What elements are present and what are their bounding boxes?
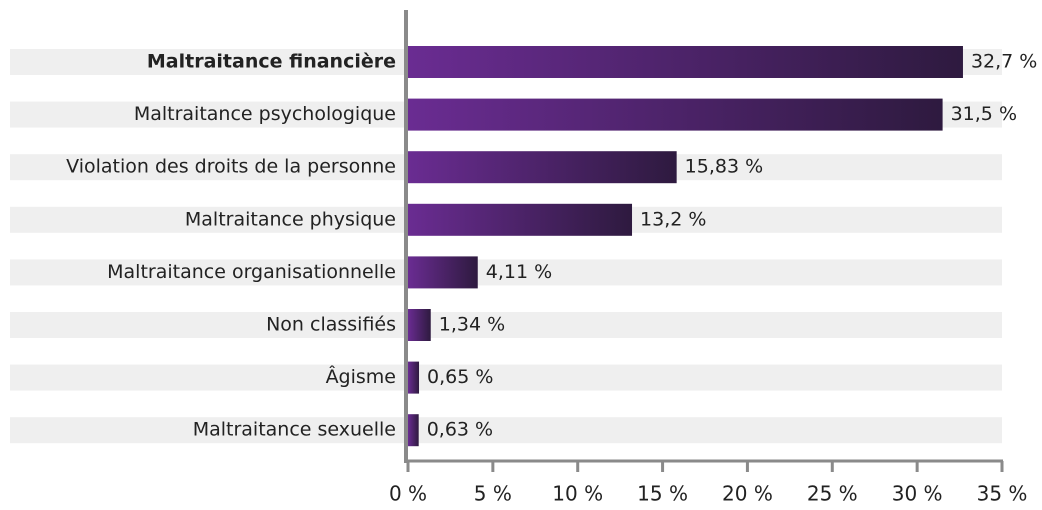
x-tick-label: 10 % <box>552 482 603 506</box>
value-label: 32,7 % <box>971 51 1037 73</box>
category-label: Âgisme <box>326 365 396 388</box>
row-stripe <box>10 312 1002 338</box>
x-tick-label: 20 % <box>722 482 773 506</box>
category-label: Maltraitance sexuelle <box>193 419 396 441</box>
category-label: Violation des droits de la personne <box>66 156 396 178</box>
bar <box>408 203 633 236</box>
x-tick-label: 35 % <box>977 482 1028 506</box>
x-tick-label: 0 % <box>389 482 427 506</box>
bar <box>408 256 478 289</box>
category-label: Maltraitance organisationnelle <box>107 261 396 283</box>
bar <box>408 414 419 447</box>
bar <box>408 151 677 184</box>
x-tick-label: 15 % <box>637 482 688 506</box>
value-label: 4,11 % <box>486 261 552 283</box>
category-label: Non classifiés <box>266 314 396 336</box>
bar <box>408 361 420 394</box>
x-tick-label: 30 % <box>892 482 943 506</box>
value-label: 0,65 % <box>427 366 493 388</box>
x-tick-label: 25 % <box>807 482 858 506</box>
category-label: Maltraitance psychologique <box>134 103 396 125</box>
row-stripe <box>10 417 1002 444</box>
plot: Maltraitance financière 32,7 % Maltraitanc… <box>66 10 1037 506</box>
value-label: 31,5 % <box>951 103 1017 125</box>
value-label: 0,63 % <box>427 419 493 441</box>
value-label: 15,83 % <box>685 156 764 178</box>
bar <box>408 98 943 131</box>
x-tick-label: 5 % <box>474 482 512 506</box>
bar <box>408 46 963 78</box>
row-stripe <box>10 364 1002 391</box>
row-stripe <box>10 259 1002 286</box>
bar <box>408 309 431 341</box>
category-label: Maltraitance physique <box>185 208 396 230</box>
value-label: 1,34 % <box>439 314 505 336</box>
value-label: 13,2 % <box>640 208 706 230</box>
category-label: Maltraitance financière <box>147 51 396 73</box>
